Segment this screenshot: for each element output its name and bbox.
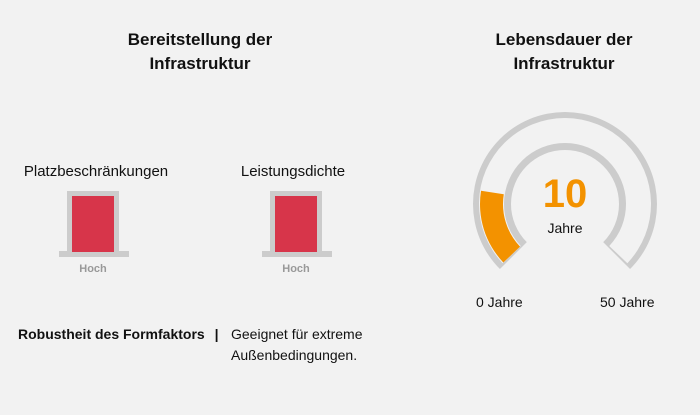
level-text-density: Hoch [282, 263, 310, 275]
level-indicator-space [59, 191, 129, 257]
lifetime-title: Lebensdauer der Infrastruktur [495, 30, 633, 73]
level-text-space: Hoch [79, 263, 107, 275]
robustness-label-text: Robustheit des Formfaktors [18, 326, 205, 342]
gauge-track-inner [479, 118, 651, 264]
gauge-value-arc [480, 190, 521, 263]
level-base [262, 251, 332, 257]
lifetime-gauge [473, 111, 657, 270]
gauge-min-label: 0 Jahre [476, 294, 523, 310]
robustness-label: Robustheit des Formfaktors | [18, 326, 219, 342]
robustness-separator: | [214, 326, 219, 342]
level-indicator-density [262, 191, 332, 257]
gauge-unit: Jahre [547, 220, 583, 236]
level-base [59, 251, 129, 257]
gauge-value: 10 [542, 172, 588, 216]
metric-label-space: Platzbeschränkungen [23, 163, 169, 180]
metric-label-density: Leistungsdichte [240, 163, 346, 180]
robustness-value: Geeignet für extreme Außenbedingungen. [231, 326, 363, 363]
level-fill [72, 196, 114, 252]
level-fill [275, 196, 317, 252]
provisioning-title: Bereitstellung der Infrastruktur [127, 30, 273, 73]
gauge-max-label: 50 Jahre [600, 294, 655, 310]
